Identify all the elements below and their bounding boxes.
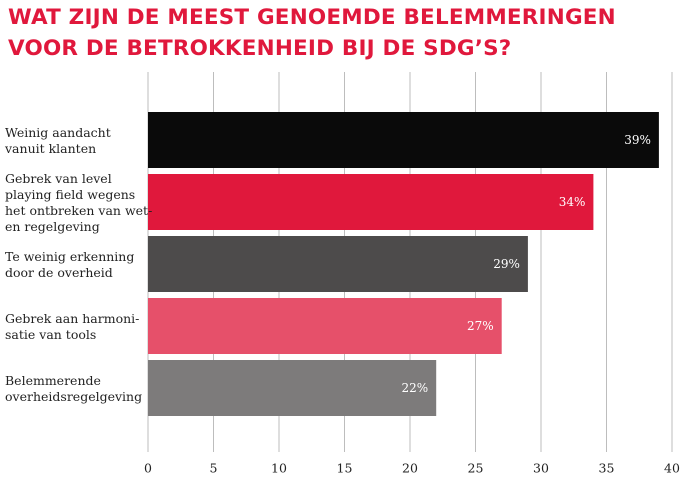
bar	[148, 236, 528, 292]
category-label-line: Te weinig erkenning	[5, 249, 134, 264]
category-label: Te weinig erkenning door de overheid	[5, 249, 134, 280]
x-tick-label: 35	[599, 461, 615, 476]
category-label-line: satie van tools	[5, 327, 96, 342]
bar	[148, 298, 502, 354]
category-label: Gebrek van level playing field wegens het …	[5, 171, 152, 234]
bar-value-label: 39%	[624, 133, 651, 147]
chart-title: WAT ZIJN DE MEEST GENOEMDE BELEMMERINGEN…	[8, 5, 616, 61]
x-tick-label: 15	[337, 461, 353, 476]
bar	[148, 112, 659, 168]
bar-value-label: 22%	[402, 381, 429, 395]
x-tick-label: 30	[533, 461, 549, 476]
x-tick-label: 0	[144, 461, 152, 476]
x-tick-label: 25	[468, 461, 484, 476]
category-label-line: door de overheid	[5, 265, 113, 280]
category-label-line: Weinig aandacht	[5, 125, 111, 140]
x-tick-label: 20	[402, 461, 418, 476]
category-label-line: Gebrek van level	[5, 171, 112, 186]
x-tick-label: 40	[664, 461, 680, 476]
category-label: Weinig aandacht vanuit klanten	[4, 125, 111, 156]
category-label-line: playing field wegens	[5, 187, 135, 202]
bar-value-label: 27%	[467, 319, 494, 333]
category-label: Belemmerende overheidsregelgeving	[5, 373, 142, 404]
x-axis-ticks: 0 5 10 15 20 25 30 35 40	[144, 461, 680, 476]
category-label-line: overheidsregelgeving	[5, 389, 142, 404]
category-label-line: en regelgeving	[5, 219, 100, 234]
bar	[148, 360, 437, 416]
bar	[148, 174, 594, 230]
bars: 39% 34% 29% 27% 22%	[148, 112, 659, 416]
category-label: Gebrek aan harmoni-satie van tools	[5, 311, 139, 342]
category-labels: Weinig aandacht vanuit klanten Gebrek van …	[4, 125, 152, 404]
x-tick-label: 5	[210, 461, 218, 476]
category-label-line: Belemmerende	[5, 373, 101, 388]
category-label-line: Gebrek aan harmoni-	[5, 311, 139, 326]
bar-value-label: 29%	[493, 257, 520, 271]
x-tick-label: 10	[271, 461, 287, 476]
category-label-line: vanuit klanten	[4, 141, 96, 156]
bar-value-label: 34%	[559, 195, 586, 209]
category-label-line: het ontbreken van wet-	[5, 203, 152, 218]
